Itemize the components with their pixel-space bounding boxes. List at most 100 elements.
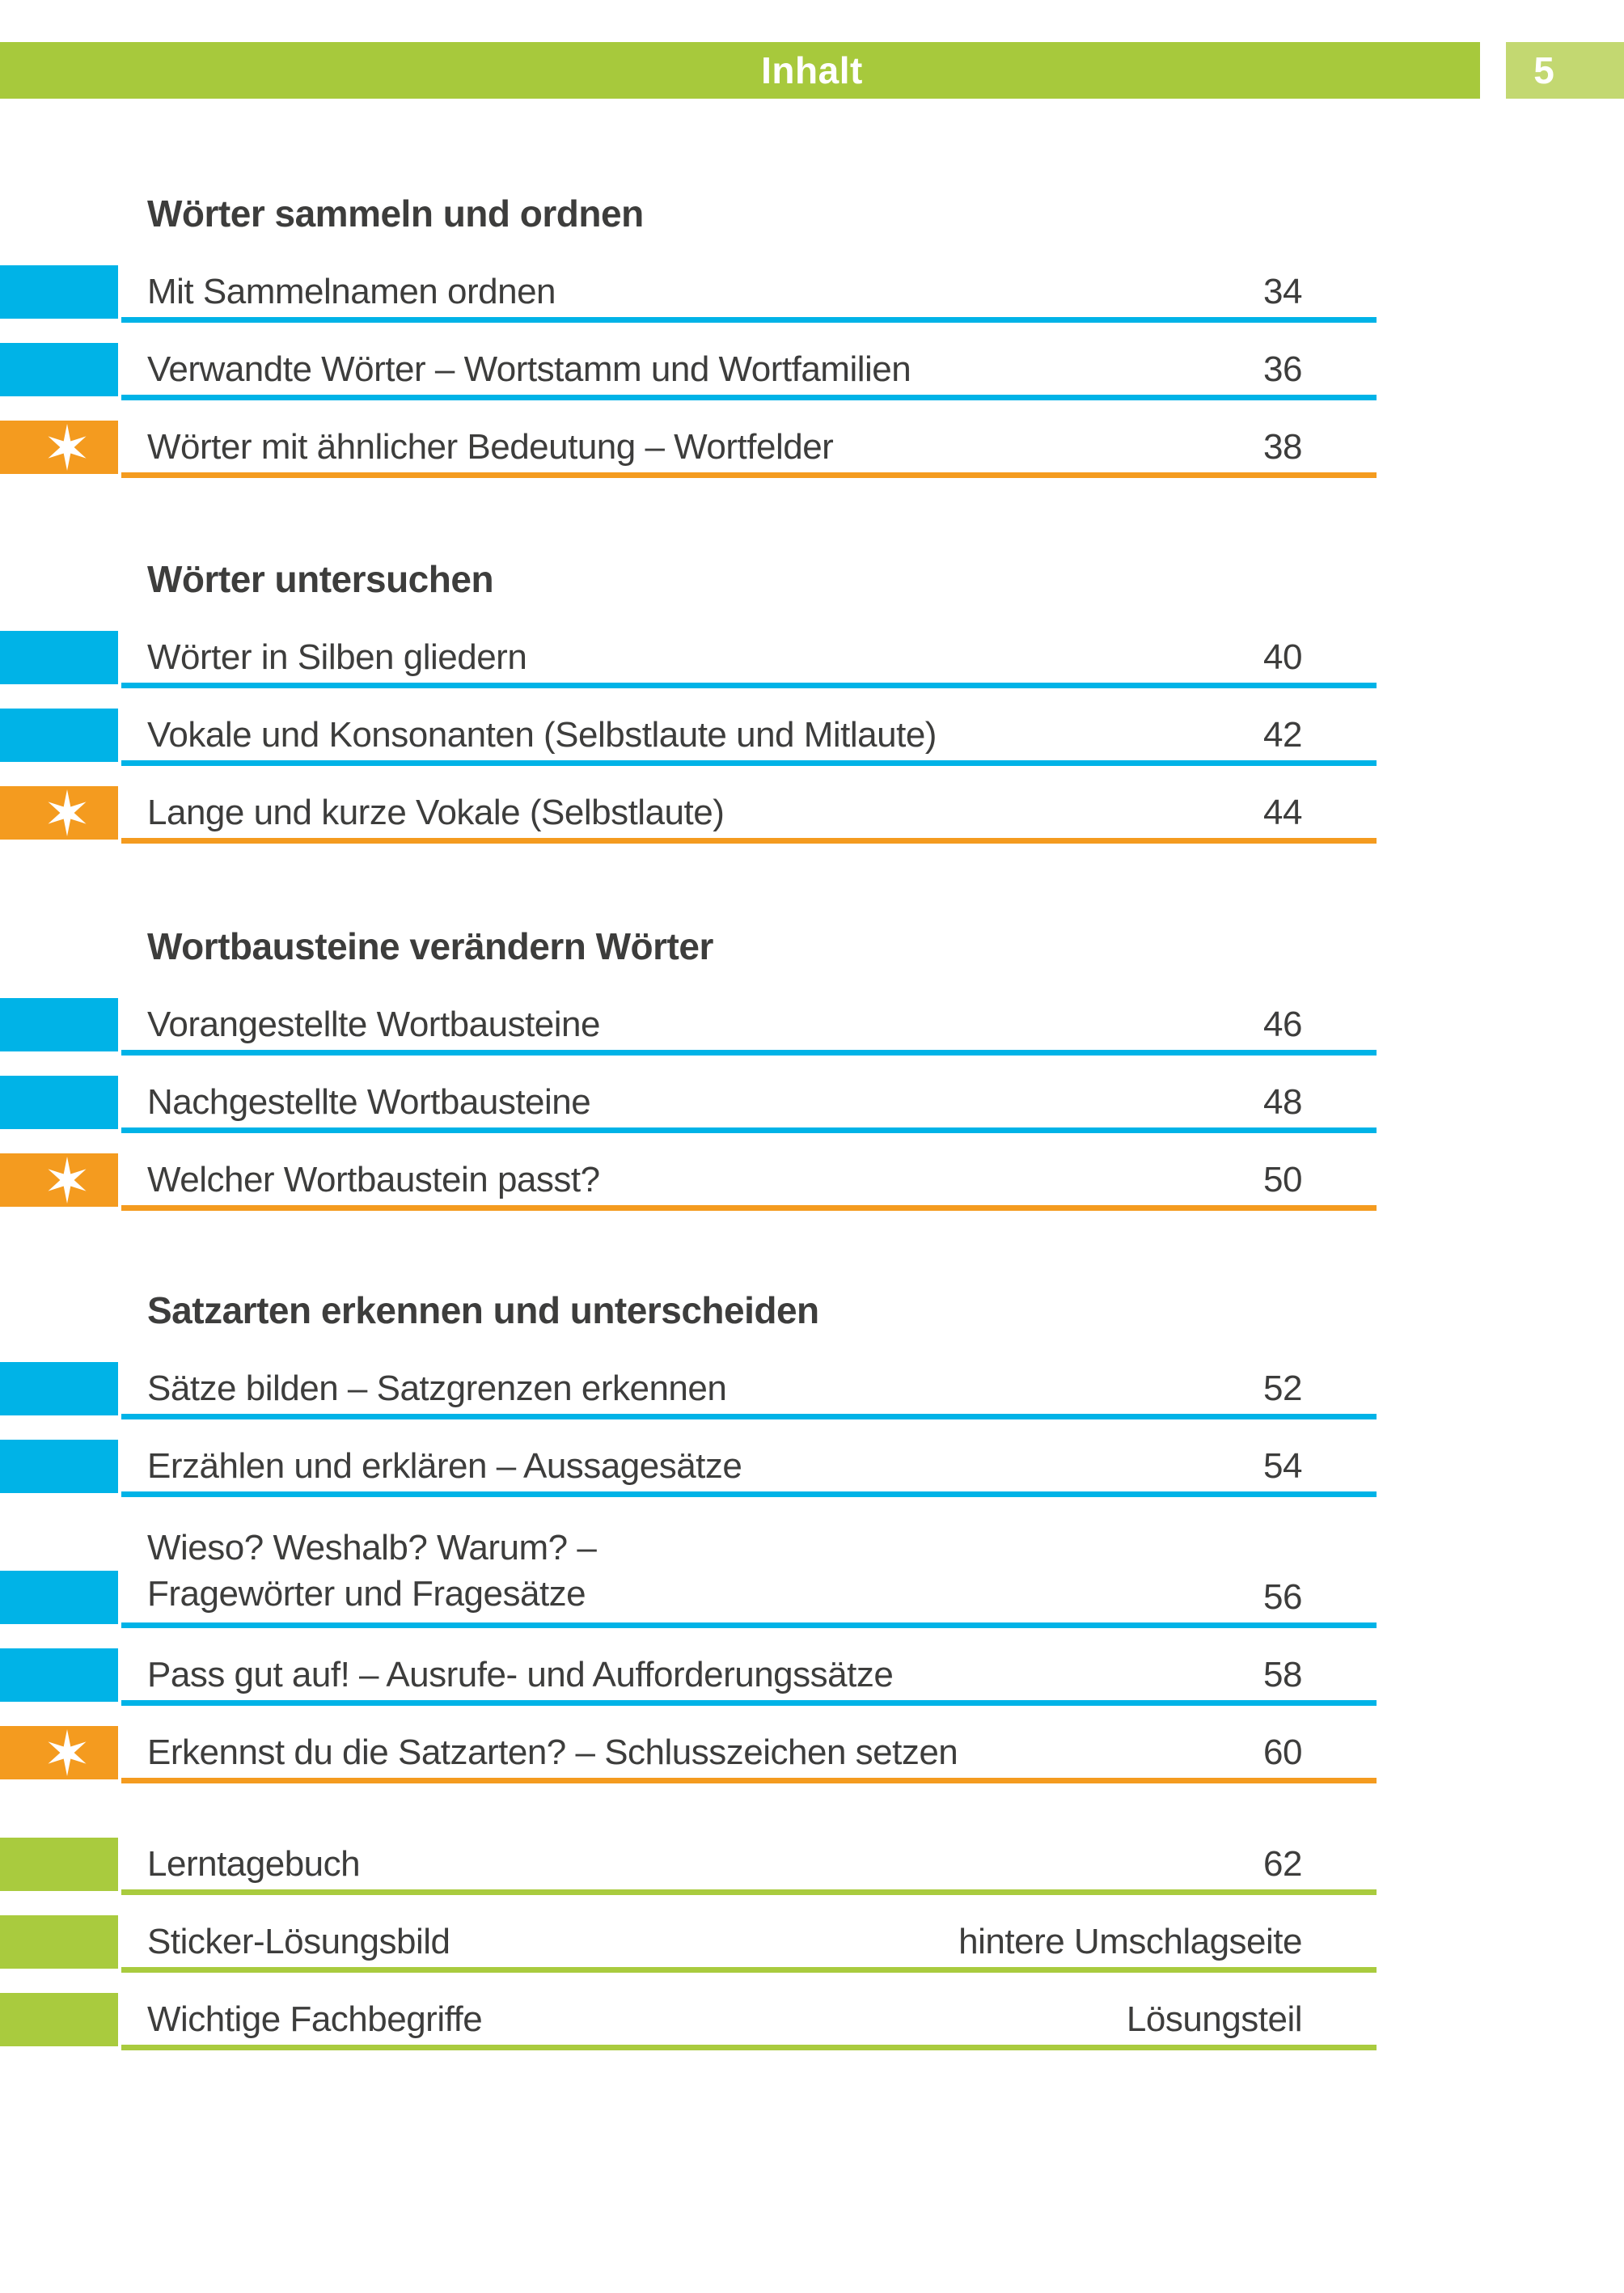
row-underline bbox=[121, 1889, 1377, 1895]
row-underline bbox=[121, 1967, 1377, 1973]
row-title: Wieso? Weshalb? Warum? – Fragewörter und… bbox=[147, 1517, 597, 1624]
row-title: Wörter in Silben gliedern bbox=[147, 637, 527, 677]
row-page-number: 42 bbox=[1263, 715, 1302, 755]
row-page-number: 38 bbox=[1263, 427, 1302, 467]
toc-row: Wörter in Silben gliedern 40 bbox=[0, 631, 1624, 688]
row-color-tab bbox=[0, 1440, 118, 1493]
row-page-number: 50 bbox=[1263, 1160, 1302, 1199]
row-color-tab bbox=[0, 1993, 118, 2046]
row-page-number: 52 bbox=[1263, 1369, 1302, 1408]
row-page-reference: hintere Umschlagseite bbox=[958, 1922, 1302, 1961]
row-title: Vorangestellte Wortbausteine bbox=[147, 1005, 601, 1044]
row-title: Verwandte Wörter – Wortstamm und Wortfam… bbox=[147, 349, 911, 389]
row-page-number: 62 bbox=[1263, 1844, 1302, 1884]
section-heading: Wortbausteine verändern Wörter bbox=[147, 925, 713, 967]
row-underline bbox=[121, 472, 1377, 478]
row-color-tab bbox=[0, 786, 118, 840]
row-page-reference: Lösungsteil bbox=[1126, 1999, 1303, 2039]
appendix-row: Wichtige Fachbegriffe Lösungsteil bbox=[0, 1993, 1624, 2050]
row-underline bbox=[121, 1491, 1377, 1497]
toc-row: Pass gut auf! – Ausrufe- und Aufforderun… bbox=[0, 1648, 1624, 1706]
row-underline bbox=[121, 838, 1377, 844]
row-page-number: 54 bbox=[1263, 1446, 1302, 1486]
row-color-tab bbox=[0, 709, 118, 762]
row-color-tab bbox=[0, 1726, 118, 1779]
toc-row: Mit Sammelnamen ordnen 34 bbox=[0, 265, 1624, 323]
row-color-tab bbox=[0, 1915, 118, 1969]
star-icon bbox=[44, 787, 91, 839]
row-page-number: 36 bbox=[1263, 349, 1302, 389]
section-heading: Wörter sammeln und ordnen bbox=[147, 192, 644, 235]
toc-row: Verwandte Wörter – Wortstamm und Wortfam… bbox=[0, 343, 1624, 400]
row-underline bbox=[121, 2045, 1377, 2050]
page-number-badge: 5 bbox=[1506, 42, 1624, 99]
row-title: Welcher Wortbaustein passt? bbox=[147, 1160, 600, 1199]
row-page-number: 40 bbox=[1263, 637, 1302, 677]
toc-content: Wörter sammeln und ordnen Mit Sammelname… bbox=[0, 194, 1624, 2071]
row-page-number: 44 bbox=[1263, 793, 1302, 832]
star-icon bbox=[44, 421, 91, 473]
row-title: Erzählen und erklären – Aussagesätze bbox=[147, 1446, 742, 1486]
row-underline bbox=[121, 1050, 1377, 1056]
section-woerter-sammeln: Wörter sammeln und ordnen Mit Sammelname… bbox=[0, 194, 1624, 498]
appendix-row: Lerntagebuch 62 bbox=[0, 1838, 1624, 1895]
toc-row: Sätze bilden – Satzgrenzen erkennen 52 bbox=[0, 1362, 1624, 1419]
row-title: Sätze bilden – Satzgrenzen erkennen bbox=[147, 1369, 727, 1408]
section-heading: Satzarten erkennen und unterscheiden bbox=[147, 1289, 819, 1331]
toc-row: Erkennst du die Satzarten? – Schlusszeic… bbox=[0, 1726, 1624, 1783]
row-color-tab bbox=[0, 1571, 118, 1624]
row-underline bbox=[121, 1127, 1377, 1133]
section-woerter-untersuchen: Wörter untersuchen Wörter in Silben glie… bbox=[0, 560, 1624, 864]
section-wortbausteine: Wortbausteine verändern Wörter Vorangest… bbox=[0, 927, 1624, 1231]
row-underline bbox=[121, 1778, 1377, 1783]
row-color-tab bbox=[0, 998, 118, 1051]
row-title: Wichtige Fachbegriffe bbox=[147, 1999, 483, 2039]
toc-row: Erzählen und erklären – Aussagesätze 54 bbox=[0, 1440, 1624, 1497]
row-underline bbox=[121, 317, 1377, 323]
row-underline bbox=[121, 1205, 1377, 1211]
toc-row: Welcher Wortbaustein passt? 50 bbox=[0, 1153, 1624, 1211]
row-title-line2: Fragewörter und Fragesätze bbox=[147, 1574, 586, 1614]
row-page-number: 48 bbox=[1263, 1082, 1302, 1122]
row-title: Lerntagebuch bbox=[147, 1844, 361, 1884]
row-color-tab bbox=[0, 265, 118, 319]
row-title: Nachgestellte Wortbausteine bbox=[147, 1082, 591, 1122]
section-heading: Wörter untersuchen bbox=[147, 558, 494, 600]
star-icon bbox=[44, 1154, 91, 1206]
row-underline bbox=[121, 1414, 1377, 1419]
row-color-tab bbox=[0, 1648, 118, 1702]
row-underline bbox=[121, 1700, 1377, 1706]
row-color-tab bbox=[0, 1362, 118, 1415]
row-title: Erkennst du die Satzarten? – Schlusszeic… bbox=[147, 1732, 958, 1772]
star-icon bbox=[44, 1727, 91, 1779]
row-page-number: 56 bbox=[1263, 1577, 1302, 1617]
row-underline bbox=[121, 1622, 1377, 1628]
row-underline bbox=[121, 395, 1377, 400]
row-title: Pass gut auf! – Ausrufe- und Aufforderun… bbox=[147, 1655, 894, 1694]
toc-row: Wörter mit ähnlicher Bedeutung – Wortfel… bbox=[0, 421, 1624, 478]
row-color-tab bbox=[0, 343, 118, 396]
toc-row: Lange und kurze Vokale (Selbstlaute) 44 bbox=[0, 786, 1624, 844]
row-title-line1: Wieso? Weshalb? Warum? – bbox=[147, 1528, 597, 1567]
row-color-tab bbox=[0, 1153, 118, 1207]
toc-row: Vokale und Konsonanten (Selbstlaute und … bbox=[0, 709, 1624, 766]
row-underline bbox=[121, 760, 1377, 766]
row-color-tab bbox=[0, 1838, 118, 1891]
section-satzarten: Satzarten erkennen und unterscheiden Sät… bbox=[0, 1291, 1624, 1804]
row-page-number: 46 bbox=[1263, 1005, 1302, 1044]
row-color-tab bbox=[0, 1076, 118, 1129]
appendix-section: Lerntagebuch 62 Sticker-Lösungsbild hint… bbox=[0, 1838, 1624, 2071]
row-page-number: 60 bbox=[1263, 1732, 1302, 1772]
row-color-tab bbox=[0, 421, 118, 474]
row-page-number: 34 bbox=[1263, 272, 1302, 311]
header-title: Inhalt bbox=[761, 49, 863, 91]
toc-row: Vorangestellte Wortbausteine 46 bbox=[0, 998, 1624, 1056]
row-title: Sticker-Lösungsbild bbox=[147, 1922, 450, 1961]
header-bar bbox=[0, 42, 1480, 99]
row-page-number: 58 bbox=[1263, 1655, 1302, 1694]
row-title: Vokale und Konsonanten (Selbstlaute und … bbox=[147, 715, 937, 755]
row-title: Mit Sammelnamen ordnen bbox=[147, 272, 556, 311]
row-underline bbox=[121, 683, 1377, 688]
appendix-row: Sticker-Lösungsbild hintere Umschlagseit… bbox=[0, 1915, 1624, 1973]
